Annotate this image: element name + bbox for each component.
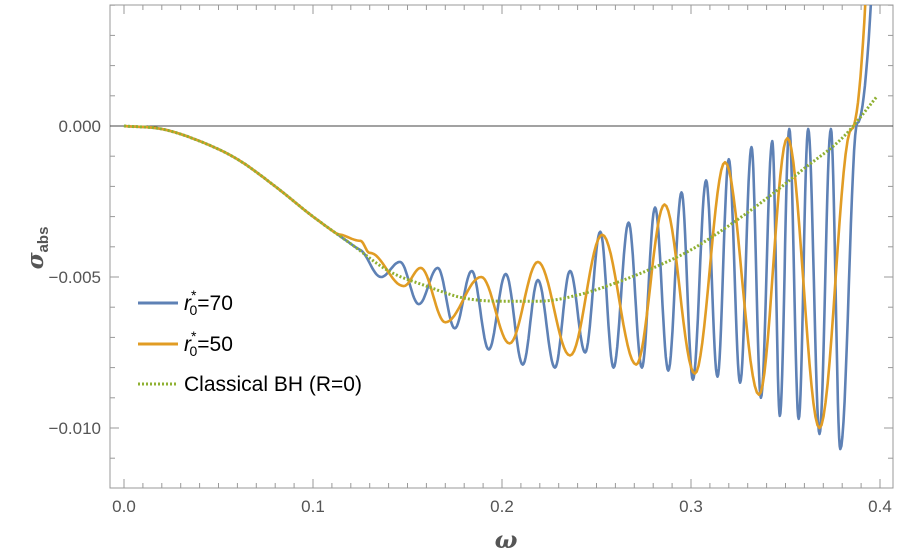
legend-label-classical: Classical BH (R=0) — [184, 373, 362, 396]
x-tick-label: 0.4 — [868, 497, 892, 516]
legend: r* 0=70 r* 0=50 Classical BH (R=0) — [138, 287, 362, 396]
legend-label-r70: r* 0=70 — [184, 287, 233, 318]
x-tick-label: 0.3 — [679, 497, 703, 516]
series-line-r70 — [123, 5, 873, 451]
y-tick-label: −0.005 — [49, 268, 101, 287]
axis-ticks — [110, 4, 893, 488]
svg-text:σabs: σabs — [22, 227, 52, 270]
series-line-r50 — [123, 5, 867, 430]
legend-label-r50: r* 0=50 — [184, 328, 233, 359]
y-axis-title-sub: abs — [35, 227, 52, 253]
x-tick-label: 0.1 — [301, 497, 325, 516]
x-tick-label: 0.2 — [490, 497, 514, 516]
y-tick-label: −0.010 — [49, 419, 101, 438]
series-layer — [123, 5, 878, 451]
y-tick-label: 0.000 — [58, 117, 101, 136]
series-line-classical — [123, 96, 878, 303]
x-tick-label: 0.0 — [112, 497, 136, 516]
y-axis-title-main: σ — [22, 252, 49, 269]
x-axis-title: ω — [495, 525, 518, 552]
tick-labels: 0.0 0.1 0.2 0.3 0.4 0.000 −0.005 −0.010 — [49, 117, 892, 516]
y-axis-title: σabs — [22, 227, 52, 270]
